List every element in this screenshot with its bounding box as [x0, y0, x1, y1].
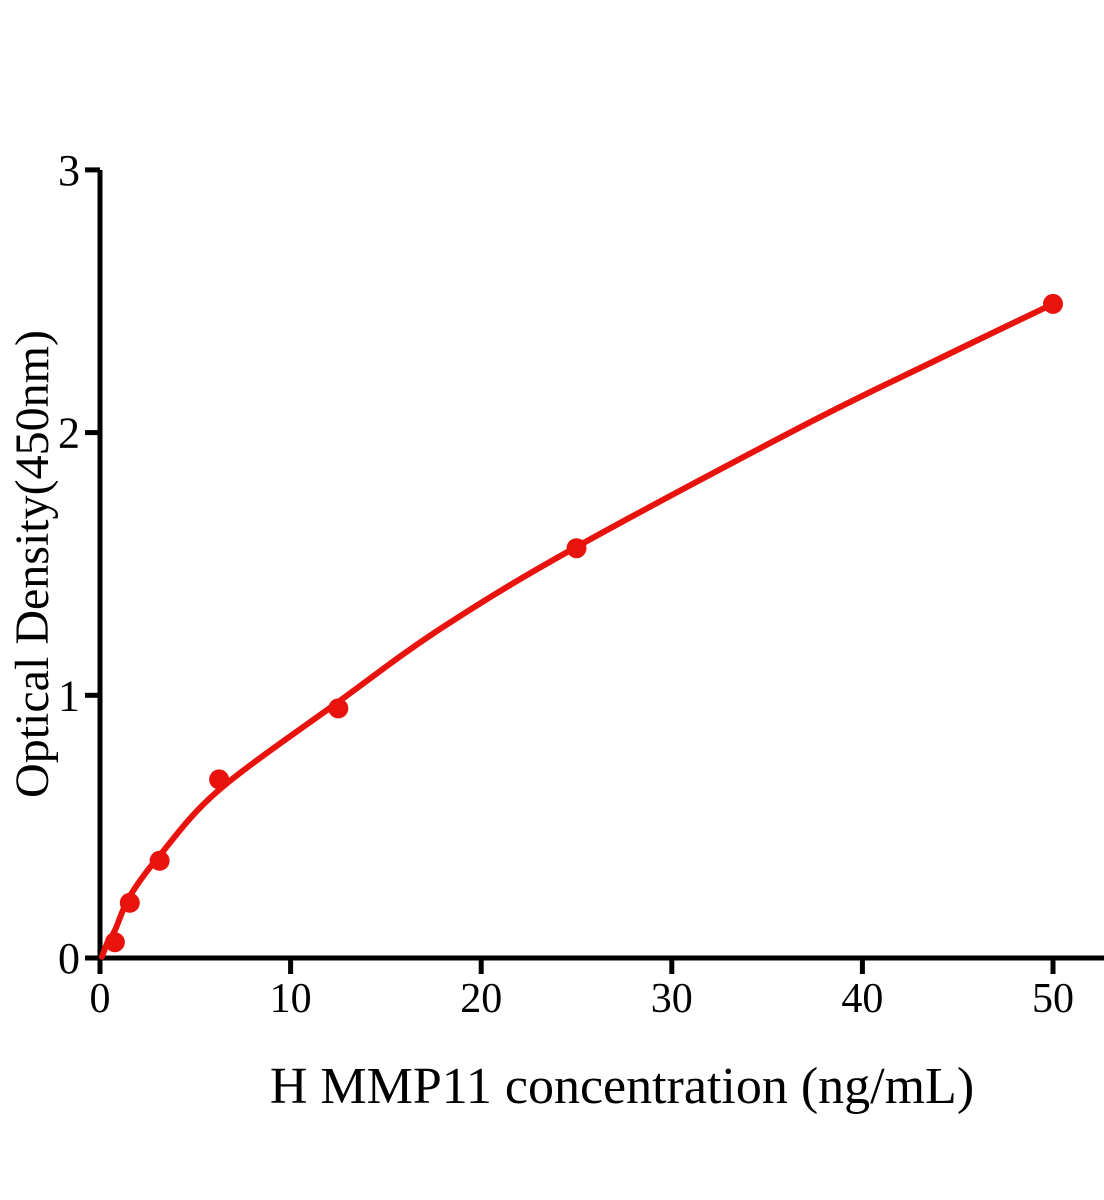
axes: 0 10 20 30 40 50 0 1 2 3: [58, 146, 1104, 1022]
x-tick-label: 30: [651, 976, 693, 1022]
data-point: [149, 850, 170, 871]
data-point: [119, 892, 140, 913]
data-points: [104, 293, 1063, 953]
data-point: [104, 932, 125, 953]
axis-spine: [97, 170, 1104, 961]
x-tick-label: 0: [90, 976, 111, 1022]
fit-curve: [98, 300, 1056, 960]
x-axis-title: H MMP11 concentration (ng/mL): [270, 1058, 974, 1115]
y-tick-label: 2: [58, 409, 80, 458]
x-tick-label: 10: [270, 976, 312, 1022]
y-axis-title: Optical Density(450nm): [6, 330, 59, 798]
x-tick-label: 50: [1032, 976, 1074, 1022]
data-point: [209, 769, 230, 790]
fit-curve-line: [98, 300, 1056, 960]
y-tick-label: 0: [58, 934, 80, 983]
x-tick-label: 20: [460, 976, 502, 1022]
y-tick-label: 1: [58, 671, 80, 720]
x-tick-label: 40: [841, 976, 883, 1022]
data-point: [328, 698, 349, 719]
data-point: [566, 538, 587, 559]
data-point: [1043, 293, 1063, 314]
y-tick-label: 3: [58, 146, 80, 195]
